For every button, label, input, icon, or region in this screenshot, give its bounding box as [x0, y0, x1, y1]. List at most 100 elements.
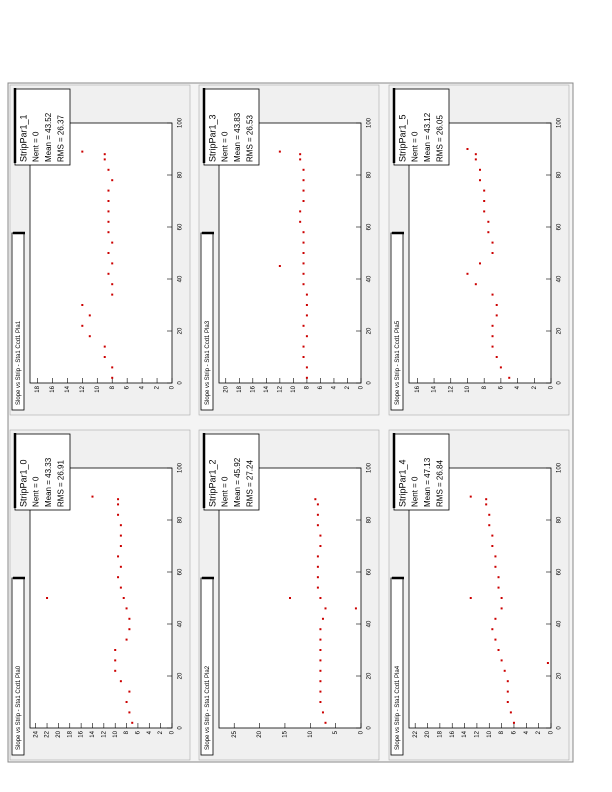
y-tick-label: 20	[425, 730, 431, 737]
point	[319, 649, 322, 651]
point	[506, 680, 509, 683]
point	[500, 597, 503, 599]
point	[491, 545, 494, 547]
point	[302, 200, 305, 202]
stats-line: Nent = 0	[32, 476, 41, 507]
x-tick-label: 100	[367, 117, 373, 128]
point	[278, 150, 281, 153]
point	[299, 158, 302, 161]
stats-line: Mean = 43.83	[233, 112, 242, 162]
point	[111, 262, 114, 265]
point	[46, 597, 49, 599]
chart-title: Slope vs Strip - Sta1 Ccd1 Pla5	[395, 320, 401, 405]
x-tick-label: 40	[557, 620, 563, 627]
stats-line: StripPar1_4	[397, 459, 407, 507]
point	[324, 607, 327, 610]
point	[500, 659, 503, 662]
x-tick-label: 100	[367, 462, 373, 473]
y-tick-label: 25	[232, 730, 238, 737]
point	[107, 231, 110, 234]
point	[487, 220, 490, 223]
stats-line: Mean = 43.33	[44, 457, 53, 507]
point	[305, 376, 308, 379]
point	[299, 220, 302, 223]
point	[508, 376, 511, 379]
stats-line: RMS = 26.37	[57, 115, 66, 162]
point	[117, 498, 120, 501]
point	[302, 179, 305, 182]
y-tick-label: 10	[465, 385, 471, 392]
y-tick-label: 2	[536, 730, 542, 734]
point	[321, 617, 324, 620]
y-tick-label: 2	[532, 385, 538, 389]
point	[103, 345, 106, 348]
y-tick-label: 6	[318, 385, 324, 389]
point	[119, 586, 122, 589]
y-tick-label: 18	[35, 385, 41, 392]
point	[107, 189, 110, 192]
y-tick-label: 4	[147, 730, 153, 734]
y-tick-label: 10	[291, 385, 297, 392]
point	[111, 179, 114, 182]
point	[319, 597, 322, 599]
panel: 0 20 40 60 80 100 0 2 4 6 8 10 12 14 16 18 20 Slope vs St…	[198, 84, 380, 416]
x-tick-label: 100	[178, 117, 184, 128]
point	[128, 617, 131, 620]
y-tick-label: 16	[250, 385, 256, 392]
point	[119, 545, 122, 547]
point	[103, 158, 106, 161]
stats-line: Nent = 0	[411, 476, 420, 507]
point	[316, 586, 319, 589]
y-tick-label: 8	[304, 385, 310, 389]
y-tick-label: 14	[432, 385, 438, 392]
y-tick-label: 0	[170, 730, 176, 734]
point	[474, 283, 477, 286]
y-tick-label: 22	[45, 730, 51, 737]
point	[483, 200, 486, 202]
x-tick-label: 0	[557, 381, 563, 385]
y-tick-label: 2	[158, 730, 164, 734]
stats-line: StripPar1_3	[207, 114, 217, 162]
x-tick-label: 60	[178, 568, 184, 575]
y-tick-label: 6	[498, 385, 504, 389]
point	[128, 711, 131, 714]
point	[512, 721, 515, 724]
x-tick-label: 100	[557, 462, 563, 473]
point	[81, 150, 84, 153]
stats-line: RMS = 26.05	[436, 115, 445, 162]
point	[299, 153, 302, 156]
x-tick-label: 20	[178, 327, 184, 334]
stats-line: Mean = 45.92	[233, 457, 242, 507]
x-tick-label: 60	[367, 223, 373, 230]
point	[495, 304, 498, 306]
point	[319, 659, 322, 662]
x-tick-label: 0	[367, 381, 373, 385]
point	[302, 262, 305, 265]
point	[316, 555, 319, 558]
point	[314, 498, 317, 501]
y-tick-label: 10	[487, 730, 493, 737]
y-tick-label: 0	[170, 385, 176, 389]
x-tick-label: 20	[557, 672, 563, 679]
stats-line: StripPar1_2	[207, 459, 217, 507]
y-tick-label: 0	[359, 385, 365, 389]
y-tick-label: 20	[257, 730, 263, 737]
point	[503, 669, 506, 672]
point	[494, 555, 497, 558]
point	[107, 168, 110, 171]
point	[491, 324, 494, 327]
x-tick-label: 80	[178, 171, 184, 178]
x-tick-label: 40	[367, 620, 373, 627]
point	[469, 495, 472, 498]
point	[125, 701, 128, 703]
point	[485, 498, 488, 501]
x-tick-label: 0	[557, 726, 563, 730]
point	[103, 356, 106, 358]
point	[302, 272, 305, 275]
x-tick-label: 20	[367, 327, 373, 334]
point	[119, 565, 122, 568]
point	[485, 503, 488, 506]
y-tick-label: 22	[413, 730, 419, 737]
chart-title: Slope vs Strip - Sta1 Ccd1 Pla3	[205, 320, 211, 405]
